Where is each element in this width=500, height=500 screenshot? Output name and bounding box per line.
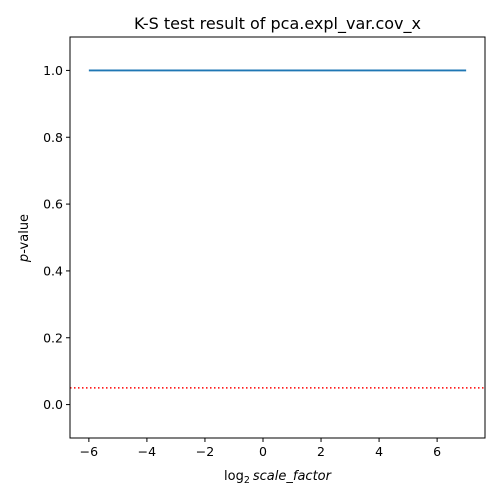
y-tick-label: 0.2 — [43, 330, 63, 345]
axes-frame — [69, 36, 486, 439]
x-tick-label: −2 — [196, 444, 214, 459]
chart-title: K-S test result of pca.expl_var.cov_x — [134, 14, 421, 34]
x-tick-label: 6 — [433, 444, 441, 459]
x-tick-label: 0 — [259, 444, 267, 459]
x-axis-label: log2 scale_factor — [224, 469, 333, 486]
y-tick-label: 0.6 — [43, 197, 63, 212]
y-tick-label: 0.8 — [43, 130, 63, 145]
x-tick-label: −6 — [80, 444, 98, 459]
y-axis-label-text: -value — [17, 214, 32, 254]
x-tick-label: −4 — [138, 444, 156, 459]
x-tick-label: 4 — [375, 444, 383, 459]
x-axis-label-subscript: 2 — [244, 475, 250, 486]
plot-area: −6 −4 −2 0 2 4 6 0.0 0.2 0.4 0.6 0.8 1.0 — [43, 36, 486, 459]
y-axis-label-symbol: p — [17, 254, 32, 263]
y-tick-label: 1.0 — [43, 63, 63, 78]
y-tick-label: 0.0 — [43, 397, 63, 412]
x-axis-label-variable: scale_factor — [253, 469, 333, 484]
y-tick-label: 0.4 — [43, 263, 63, 278]
x-axis-label-prefix: log — [224, 469, 244, 484]
x-tick-label: 2 — [317, 444, 325, 459]
y-axis-label: p-value — [17, 214, 32, 263]
